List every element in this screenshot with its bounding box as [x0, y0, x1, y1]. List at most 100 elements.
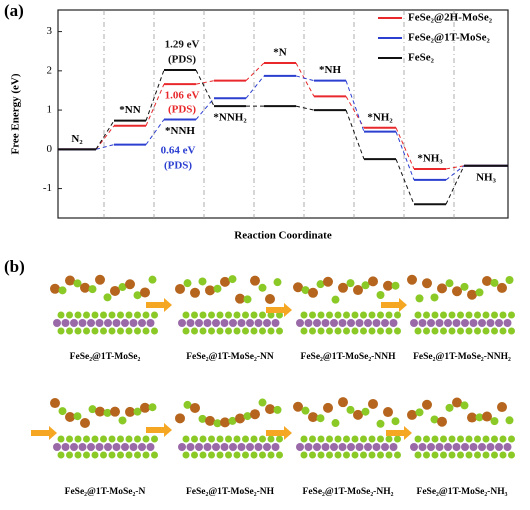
atom [410, 443, 418, 451]
atom [271, 319, 280, 327]
atom [235, 413, 245, 424]
atom [330, 319, 338, 327]
connector [295, 75, 315, 82]
atom [259, 451, 266, 459]
atom [410, 319, 418, 327]
atom [491, 435, 498, 443]
atom [452, 319, 461, 327]
atom [233, 311, 241, 319]
atom [431, 327, 439, 335]
atom [385, 327, 393, 335]
atom [183, 279, 192, 288]
atom [225, 311, 232, 319]
atom [216, 435, 224, 443]
atom [250, 409, 260, 420]
caption: FeSe₂@1T-MoSe₂-NNH₂ [413, 352, 511, 362]
atom [491, 311, 498, 319]
atom [190, 287, 200, 298]
atom [355, 443, 364, 451]
atom [242, 451, 249, 459]
atom [385, 311, 393, 319]
category-label: NH₃ [476, 171, 497, 183]
atom [125, 311, 133, 319]
atom [212, 319, 220, 327]
atom [422, 278, 432, 289]
atom [95, 443, 104, 451]
atom [304, 319, 313, 327]
connector [295, 105, 315, 111]
y-tick-label: 3 [47, 25, 53, 37]
atom [334, 327, 342, 335]
atom [175, 283, 185, 294]
atom [296, 319, 304, 327]
atom [331, 419, 340, 428]
atom [74, 451, 82, 459]
atom [452, 286, 462, 297]
arrow [31, 426, 57, 440]
atom [482, 327, 490, 335]
atom [250, 435, 258, 443]
atom [91, 311, 99, 319]
atom [445, 279, 454, 288]
atom [142, 327, 150, 335]
atom [129, 443, 138, 451]
atom [368, 276, 378, 287]
atom [457, 435, 464, 443]
atom [448, 327, 456, 335]
atom [216, 451, 224, 459]
atom [73, 279, 82, 288]
atom [220, 417, 230, 428]
atom [100, 311, 107, 319]
atom [65, 275, 75, 286]
annotation: (PDS) [168, 54, 196, 66]
caption: FeSe₂@1T-MoSe₂ [70, 352, 141, 362]
atom [316, 414, 325, 423]
atom [364, 443, 372, 451]
atom [422, 399, 432, 410]
atom [182, 435, 190, 443]
atom [309, 327, 316, 335]
atom [435, 319, 444, 327]
legend-label: FeSe₂@1T-MoSe₂ [408, 32, 491, 44]
atom [65, 411, 75, 422]
atom [80, 418, 90, 429]
arrow [381, 298, 407, 312]
atom [391, 281, 400, 290]
atom [478, 443, 486, 451]
atom [254, 443, 263, 451]
atom [140, 402, 150, 413]
atom [323, 276, 333, 287]
atom [343, 327, 350, 335]
atom [300, 435, 308, 443]
atom [50, 398, 60, 409]
atom [326, 435, 333, 443]
atom [313, 319, 321, 327]
atom [199, 435, 207, 443]
atom [351, 311, 359, 319]
atom [199, 311, 207, 319]
atom [140, 287, 150, 298]
atom [321, 319, 330, 327]
atom [457, 451, 464, 459]
atom [423, 327, 430, 335]
atom [134, 435, 141, 443]
atom [360, 451, 367, 459]
atom [229, 319, 237, 327]
atom [208, 451, 215, 459]
atom [117, 327, 124, 335]
atom [368, 435, 376, 443]
atom [191, 451, 198, 459]
atom [351, 435, 359, 443]
atom [334, 311, 342, 319]
atom [213, 284, 222, 293]
atom [427, 443, 435, 451]
atom [212, 443, 220, 451]
atom [58, 286, 67, 295]
atom [423, 311, 430, 319]
annotation: 1.29 eV [165, 39, 200, 51]
atom [125, 327, 133, 335]
atom [125, 435, 133, 443]
atom [347, 443, 355, 451]
category-label: *NNH [165, 125, 195, 137]
atom [368, 451, 376, 459]
